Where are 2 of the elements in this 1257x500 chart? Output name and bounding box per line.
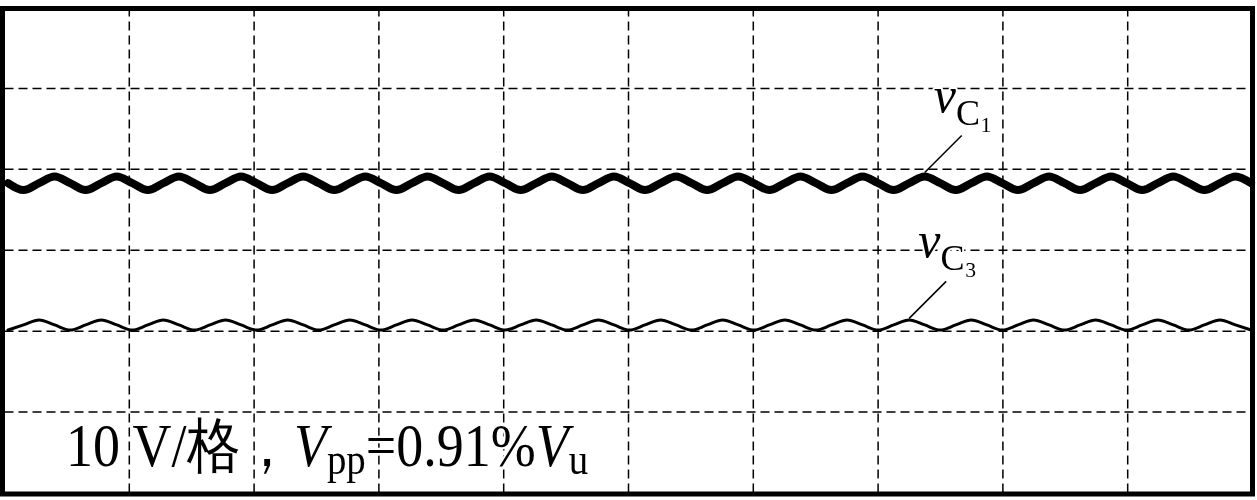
series-label: v$_{C₁}$ [933, 66, 993, 133]
annotation: 10 V/格，V$_{pp}$=0.91%V$_{u}$ [66, 412, 589, 485]
